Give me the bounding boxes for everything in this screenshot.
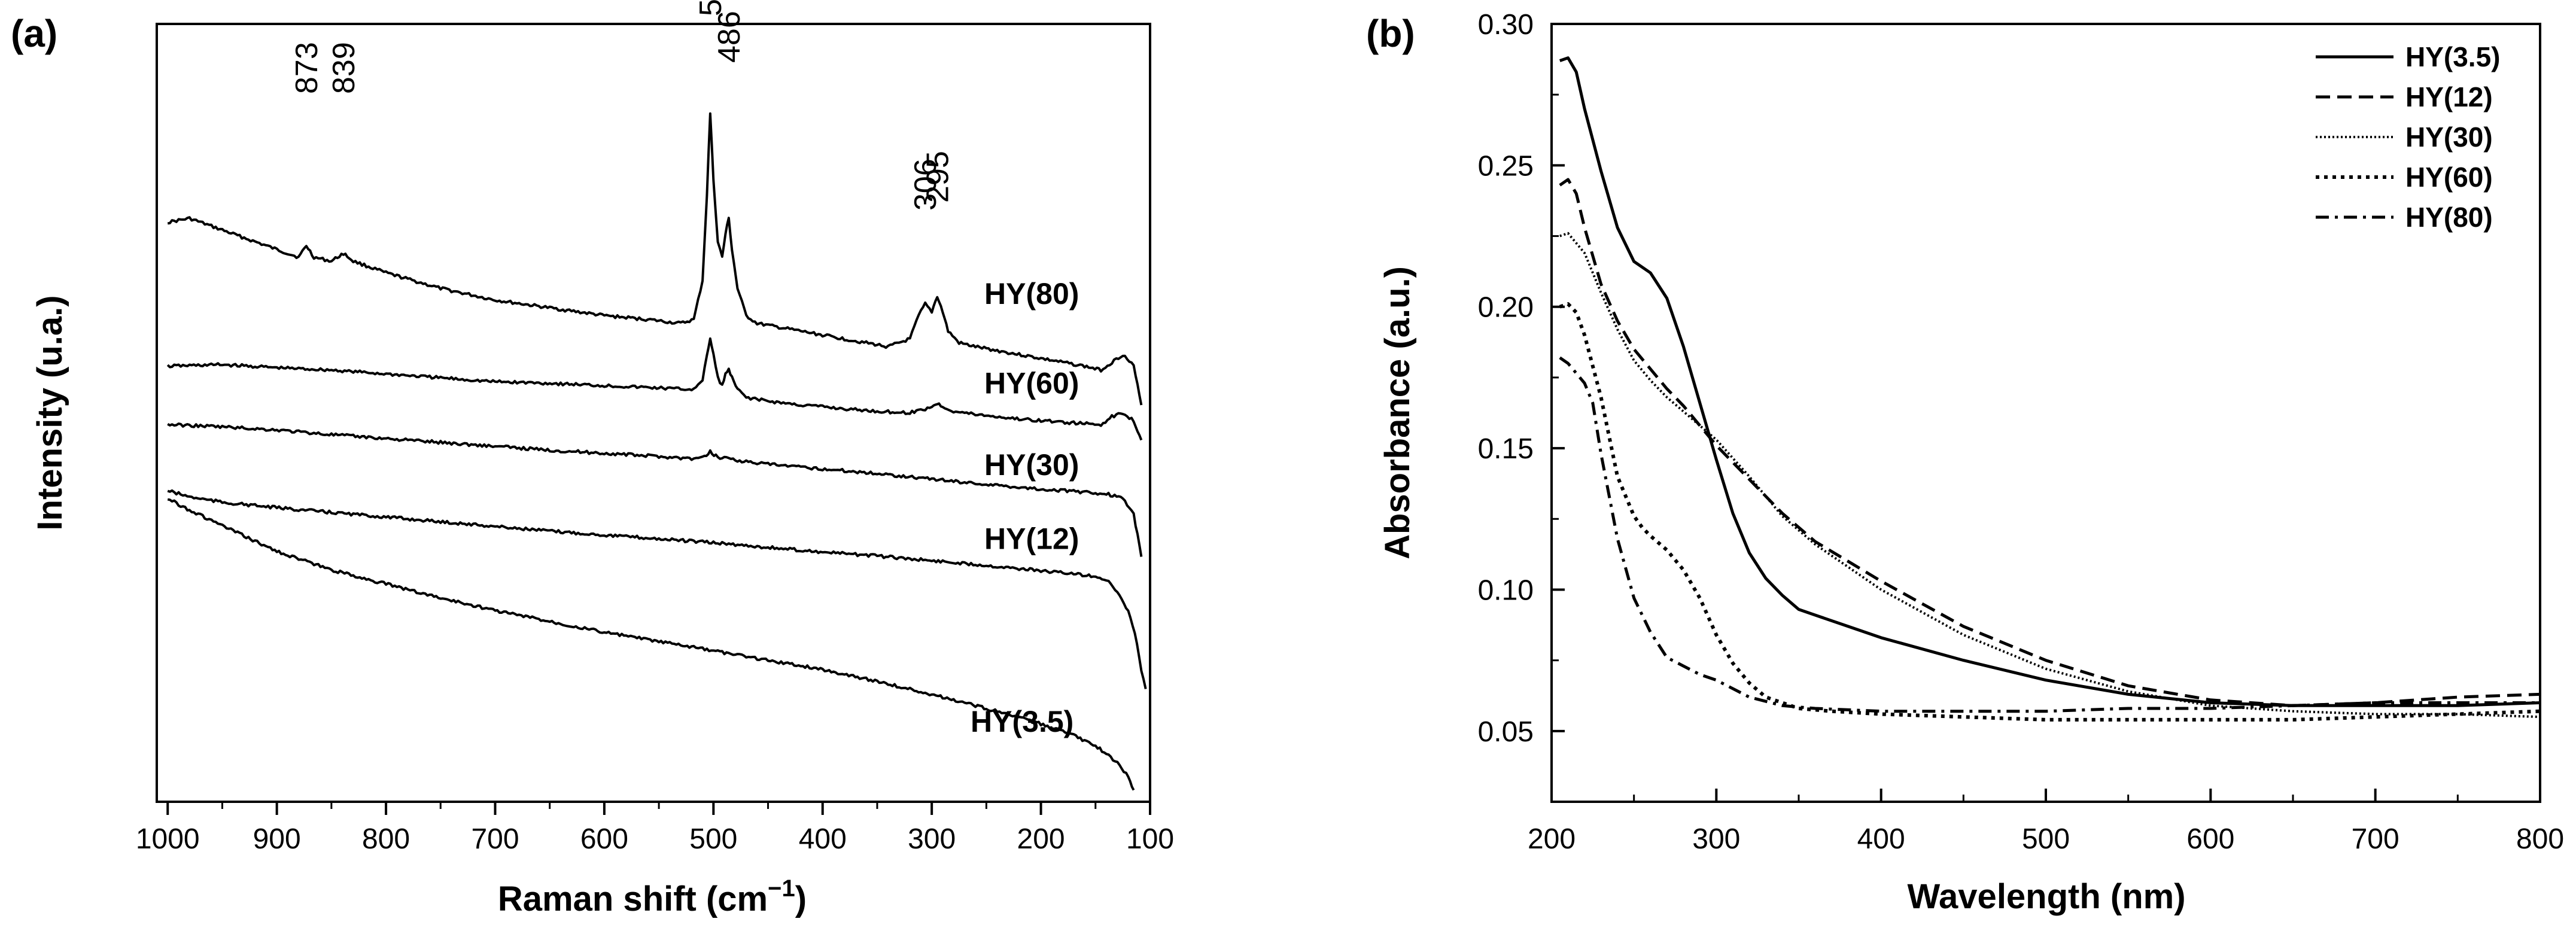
raman-peak-label-306: 306 [908,159,943,211]
panel-b-x-tick-label: 700 [2352,823,2399,855]
panel-a-curve-labels: HY(80) HY(60) HY(30) HY(12) HY(3.5) [971,277,1079,738]
raman-peak-label-503: 503 [694,0,728,16]
panel-a-x-axis-title-sup: −1 [768,875,795,902]
panel-b-label: (b) [1366,12,1415,55]
panel-b-y-tick-label: 0.10 [1478,574,1534,606]
panel-b-legend: HY(3.5) HY(12) HY(30) HY(60) HY(80) [2316,41,2500,233]
panel-a-x-axis-title: Raman shift (cm−1) [498,875,807,918]
panel-a-x-tick-label: 1000 [136,823,200,855]
panel-b-frame [1550,23,2541,803]
panel-a-x-axis-title-close: ) [795,880,807,918]
panel-a-x-tick-label: 400 [799,823,847,855]
raman-series-hy-60 [166,337,1143,441]
panel-a-x-ticks: 1000 900 800 700 600 500 400 300 200 100 [136,802,1174,855]
raman-series-label-hy-12: HY(12) [984,522,1079,556]
panel-a-curves [166,112,1147,791]
raman-series-label-hy-80: HY(80) [984,277,1079,311]
panel-b-x-tick-label: 400 [1857,823,1905,855]
panel-a-y-axis-title: Intensity (u.a.) [31,295,69,530]
absorbance-series-hy-3-5 [1559,56,2541,707]
absorbance-series-hy-12 [1559,178,2541,707]
panel-a-x-tick-label: 600 [580,823,628,855]
raman-series-hy-30 [167,422,1143,557]
panel-a-raman: (a) 1000 900 800 700 600 500 400 300 200 100 HY(8… [11,0,1174,918]
panel-b-x-axis-title: Wavelength (nm) [1907,877,2185,916]
absorbance-series-hy-60 [1559,302,2541,722]
panel-a-x-tick-label: 500 [689,823,737,855]
panel-b-x-tick-label: 600 [2186,823,2234,855]
panel-b-curves [1559,56,2541,722]
panel-a-x-tick-label: 100 [1126,823,1174,855]
raman-peak-label-295: 295 [920,151,955,203]
panel-a-x-tick-label: 200 [1017,823,1065,855]
panel-b-y-tick-label: 0.15 [1478,433,1534,465]
raman-series-label-hy-30: HY(30) [984,448,1079,482]
legend-label-hy-30: HY(30) [2405,121,2493,153]
panel-b-x-tick-label: 300 [1692,823,1740,855]
panel-a-x-tick-label: 700 [471,823,519,855]
panel-a-x-tick-label: 300 [908,823,956,855]
panel-a-x-tick-label: 900 [253,823,301,855]
panel-b-y-tick-label: 0.30 [1478,9,1534,41]
raman-peak-label-839: 839 [327,42,361,94]
panel-b-y-tick-label: 0.20 [1478,292,1534,324]
raman-peak-label-873: 873 [290,42,324,94]
absorbance-series-hy-30 [1559,232,2541,719]
panel-a-frame [156,23,1151,803]
panel-a-x-axis-title-main: Raman shift (cm [498,880,768,918]
legend-label-hy-3-5: HY(3.5) [2405,41,2500,72]
raman-series-hy-3-5 [167,498,1135,791]
panel-b-x-tick-label: 500 [2022,823,2070,855]
panel-a-x-tick-label: 800 [362,823,410,855]
panel-b-y-axis-title: Absorbance (a.u.) [1378,266,1417,559]
panel-b-y-tick-label: 0.25 [1478,150,1534,182]
panel-b-absorbance: (b) 200 300 400 500 600 700 800 0.050.100.150.… [1366,9,2564,916]
raman-series-hy-80 [167,112,1143,406]
raman-series-hy-12 [167,489,1147,689]
panel-a-label: (a) [11,12,57,55]
panel-b-y-tick-label: 0.05 [1478,716,1534,748]
raman-peak-label-486: 486 [712,11,747,63]
absorbance-series-hy-80 [1559,356,2540,713]
legend-label-hy-80: HY(80) [2405,202,2493,233]
panel-b-y-ticks: 0.05 0.10 0.15 0.20 0.25 0.30 [1478,9,1565,748]
panel-b-x-tick-label: 800 [2516,823,2564,855]
raman-series-label-hy-3-5: HY(3.5) [971,705,1073,738]
panel-b-x-tick-label: 200 [1528,823,1576,855]
legend-label-hy-60: HY(60) [2405,162,2493,193]
legend-label-hy-12: HY(12) [2405,81,2493,112]
raman-series-label-hy-60: HY(60) [984,367,1079,400]
panel-b-x-ticks: 200 300 400 500 600 700 800 [1528,789,2564,855]
